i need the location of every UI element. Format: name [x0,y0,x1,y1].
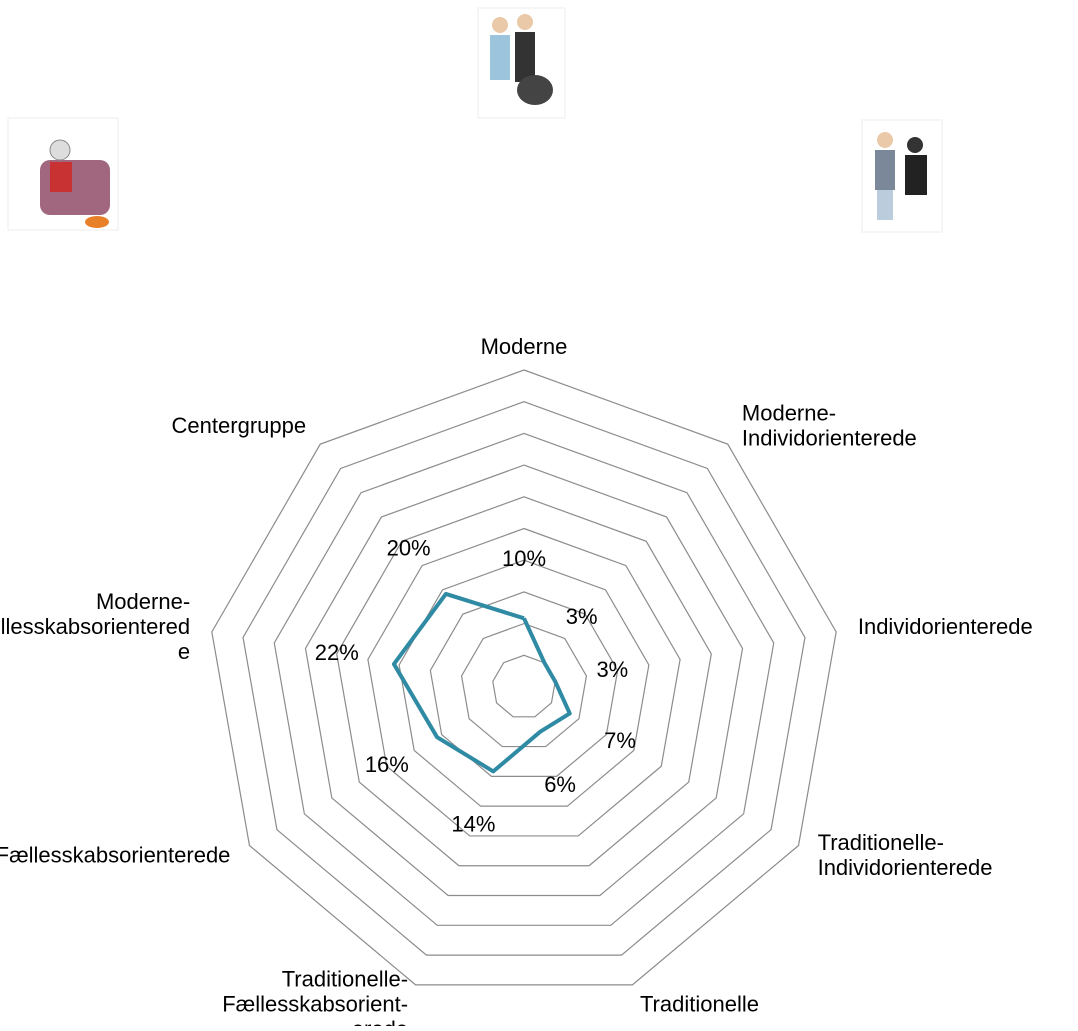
data-label: 20% [387,535,431,560]
head [877,132,893,148]
grid-ring [336,496,712,867]
head [49,139,71,161]
legs [877,190,893,220]
head [492,17,508,33]
series-line [391,591,572,774]
data-label: 3% [596,657,628,682]
cat [85,216,109,228]
data-label: 16% [365,752,409,777]
picture-frame [861,119,943,233]
pram [517,75,553,105]
grid-ring [367,527,681,837]
data-label: 7% [604,728,636,753]
axis-label: Traditionelle [640,991,759,1016]
axis-label: Moderne-Individorienterede [742,401,917,451]
body [515,32,535,82]
grid-ring [429,591,619,777]
grid-ring [273,432,775,926]
data-label: 3% [566,604,598,629]
grid-ring [460,622,588,748]
body [50,162,72,192]
data-label: 10% [502,546,546,571]
axis-label: Fællesskabsorienterede [0,842,230,867]
grid-ring [242,401,806,956]
data-label: 6% [544,772,576,797]
axis-label: Traditionelle-Individorienterede [818,830,993,880]
data-label: 14% [451,812,495,837]
head [517,14,533,30]
body [905,155,927,195]
data-label: 22% [315,640,359,665]
body [875,150,895,190]
grid-ring [398,559,650,807]
grid-ring [304,464,744,897]
picture-elderly [7,117,119,231]
axis-label: Centergruppe [172,413,307,438]
body [490,35,510,80]
grid-ring [211,369,837,986]
axis-label: Traditionelle-Fællesskabsorient-erede [222,966,408,1026]
head [907,137,923,153]
axis-label: Moderne-Fællesskabsorienterede [0,589,190,664]
picture-family [477,7,566,119]
axis-label: Individorienterede [858,614,1033,639]
axis-label: Moderne [481,334,568,359]
picture-couple [861,119,943,233]
